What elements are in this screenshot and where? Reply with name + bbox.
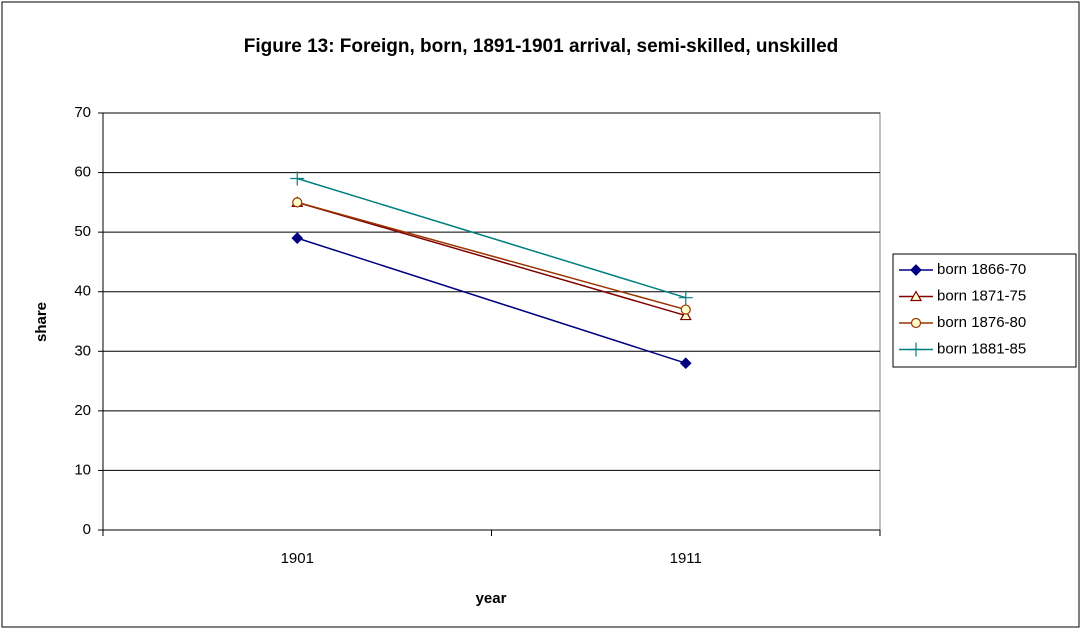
marker — [292, 197, 303, 208]
marker — [291, 232, 304, 244]
legend-label: born 1876-80 — [937, 314, 1026, 331]
marker — [678, 290, 693, 305]
y-axis-label: share — [33, 302, 50, 342]
marker — [909, 290, 923, 302]
y-tick-label: 60 — [74, 164, 91, 181]
marker — [909, 342, 923, 357]
legend-box — [892, 253, 1077, 368]
series-line — [297, 201, 686, 317]
x-tick-label: 1901 — [281, 550, 314, 567]
chart-title: Figure 13: Foreign, born, 1891-1901 arri… — [244, 36, 839, 57]
series-line — [297, 237, 686, 364]
marker — [679, 309, 692, 321]
marker — [679, 357, 692, 370]
legend-label: born 1866-70 — [937, 261, 1026, 278]
series-line — [297, 177, 686, 299]
y-tick-label: 0 — [83, 521, 91, 538]
legend-label: born 1871-75 — [937, 287, 1026, 304]
y-tick-label: 10 — [74, 461, 91, 478]
series-line — [297, 201, 686, 311]
marker — [910, 317, 922, 329]
y-tick-label: 20 — [74, 402, 91, 419]
marker — [910, 264, 922, 276]
marker — [290, 171, 305, 186]
x-tick-label: 1911 — [670, 550, 702, 567]
plot-area — [102, 112, 881, 531]
marker — [680, 304, 691, 315]
y-tick-label: 30 — [74, 342, 91, 359]
y-tick-label: 50 — [74, 223, 91, 240]
y-tick-label: 70 — [74, 104, 91, 121]
x-axis-label: year — [476, 590, 507, 607]
legend-label: born 1881-85 — [937, 340, 1026, 357]
y-tick-label: 40 — [74, 283, 91, 300]
